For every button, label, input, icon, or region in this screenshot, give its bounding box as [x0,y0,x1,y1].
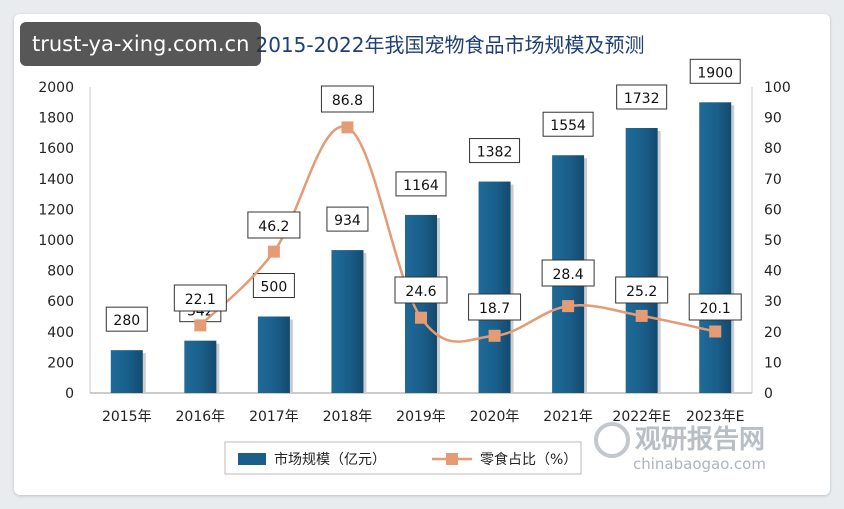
line-value-label: 20.1 [700,301,731,317]
bar-value-label: 280 [113,313,140,329]
bar-label-box [542,111,594,137]
legend-box [224,441,582,475]
line-point [635,309,648,322]
category-label: 2017年 [249,409,299,425]
bar-label-box [689,58,741,84]
line-point [709,325,722,338]
bar [110,350,143,393]
bar-value-label: 1900 [697,65,733,81]
legend: 市场规模（亿元） 零食占比（%） [224,441,582,475]
bar-value-label: 1732 [624,91,660,107]
bar [625,128,658,393]
right-tick-label: 100 [764,80,791,96]
bar [184,340,217,393]
left-tick-label: 1200 [38,202,74,218]
bar [478,181,511,393]
category-label: 2016年 [176,409,226,425]
line-label-box [615,276,669,304]
right-tick-label: 70 [764,172,782,188]
bar [257,316,290,393]
line-point [415,311,427,324]
line-label-box [541,259,595,287]
line-value-label: 46.2 [258,219,289,235]
line-value-label: 86.8 [332,93,363,109]
bar [405,214,437,393]
category-label: 2021年 [543,409,593,425]
line-label-box [394,276,448,304]
line-value-label: 22.1 [185,292,216,308]
line-series: 22.1 46.2 86.8 24.6 18.7 28.4 25.2 20.1 [173,85,742,343]
legend-label-bar: 市场规模（亿元） [274,451,386,468]
right-tick-label: 10 [764,355,782,371]
line-point [194,319,207,332]
line-label-box [468,293,522,321]
right-tick-label: 80 [764,141,782,157]
bar-label-box [326,206,369,232]
right-tick-label: 0 [764,386,773,402]
right-tick-label: 20 [764,325,782,341]
left-tick-label: 2000 [38,80,74,96]
left-tick-label: 0 [65,386,74,402]
line-label-box [173,284,227,312]
brand-name-cn: 观研报告网 [635,424,765,455]
right-tick-label: 90 [764,111,782,127]
left-tick-label: 1600 [38,141,74,157]
line-value-label: 28.4 [553,267,584,283]
left-tick-label: 1000 [38,233,74,249]
bar [331,250,364,393]
right-tick-label: 50 [764,233,782,249]
bar-label-box [616,84,668,110]
right-tick-label: 60 [764,202,782,218]
left-tick-label: 200 [47,355,74,371]
right-axis: 0 10 20 30 40 50 60 70 80 90 100 [764,80,791,402]
bar-value-label: 1554 [550,118,586,134]
category-axis: 2015年 2016年 2017年 2018年 2019年 2020年 2021年 2022年… [102,409,745,425]
left-tick-label: 1800 [38,111,74,127]
line-value-label: 24.6 [405,284,436,300]
left-tick-label: 600 [47,294,74,310]
bar [699,102,732,394]
brand-name-en: chinabaogao.com [633,455,766,473]
right-tick-label: 40 [764,264,782,280]
bar-value-label: 1164 [403,178,439,194]
line-point [488,329,501,342]
line-label-box [320,85,374,113]
line-point [341,121,354,134]
line-point [562,300,575,313]
bar-value-label: 500 [261,280,288,296]
right-tick-label: 30 [764,294,782,310]
bar-value-label: 934 [334,213,361,229]
category-label: 2019年 [396,409,446,425]
line-value-label: 18.7 [479,301,510,317]
bar-label-box [469,138,521,164]
watermark-label: trust-ya-xing.com.cn [20,22,262,66]
category-label: 2018年 [323,409,373,425]
category-label: 2020年 [470,409,520,425]
chart-title: 2015-2022年我国宠物食品市场规模及预测 [255,33,644,57]
category-label: 2022年E [612,409,670,425]
legend-swatch-marker [446,453,458,465]
left-tick-label: 800 [47,264,74,280]
bar-label-box [105,306,148,332]
bar-value-label: 1382 [477,145,513,161]
category-label: 2023年E [686,409,744,425]
bar-label-box [395,171,447,197]
left-axis: 0 200 400 600 800 1000 1200 1400 1600 1800 2000 [38,80,74,402]
legend-label-line: 零食占比（%） [480,451,577,468]
legend-swatch-bar [238,453,266,465]
brand-logo-icon [594,422,630,458]
left-tick-label: 400 [47,325,74,341]
left-tick-label: 1400 [38,172,74,188]
category-label: 2015年 [102,409,152,425]
line-label-box [247,211,301,239]
line-point [267,245,280,258]
bar-label-box [252,273,295,298]
line-value-label: 25.2 [626,284,657,300]
line-label-box [688,293,742,321]
